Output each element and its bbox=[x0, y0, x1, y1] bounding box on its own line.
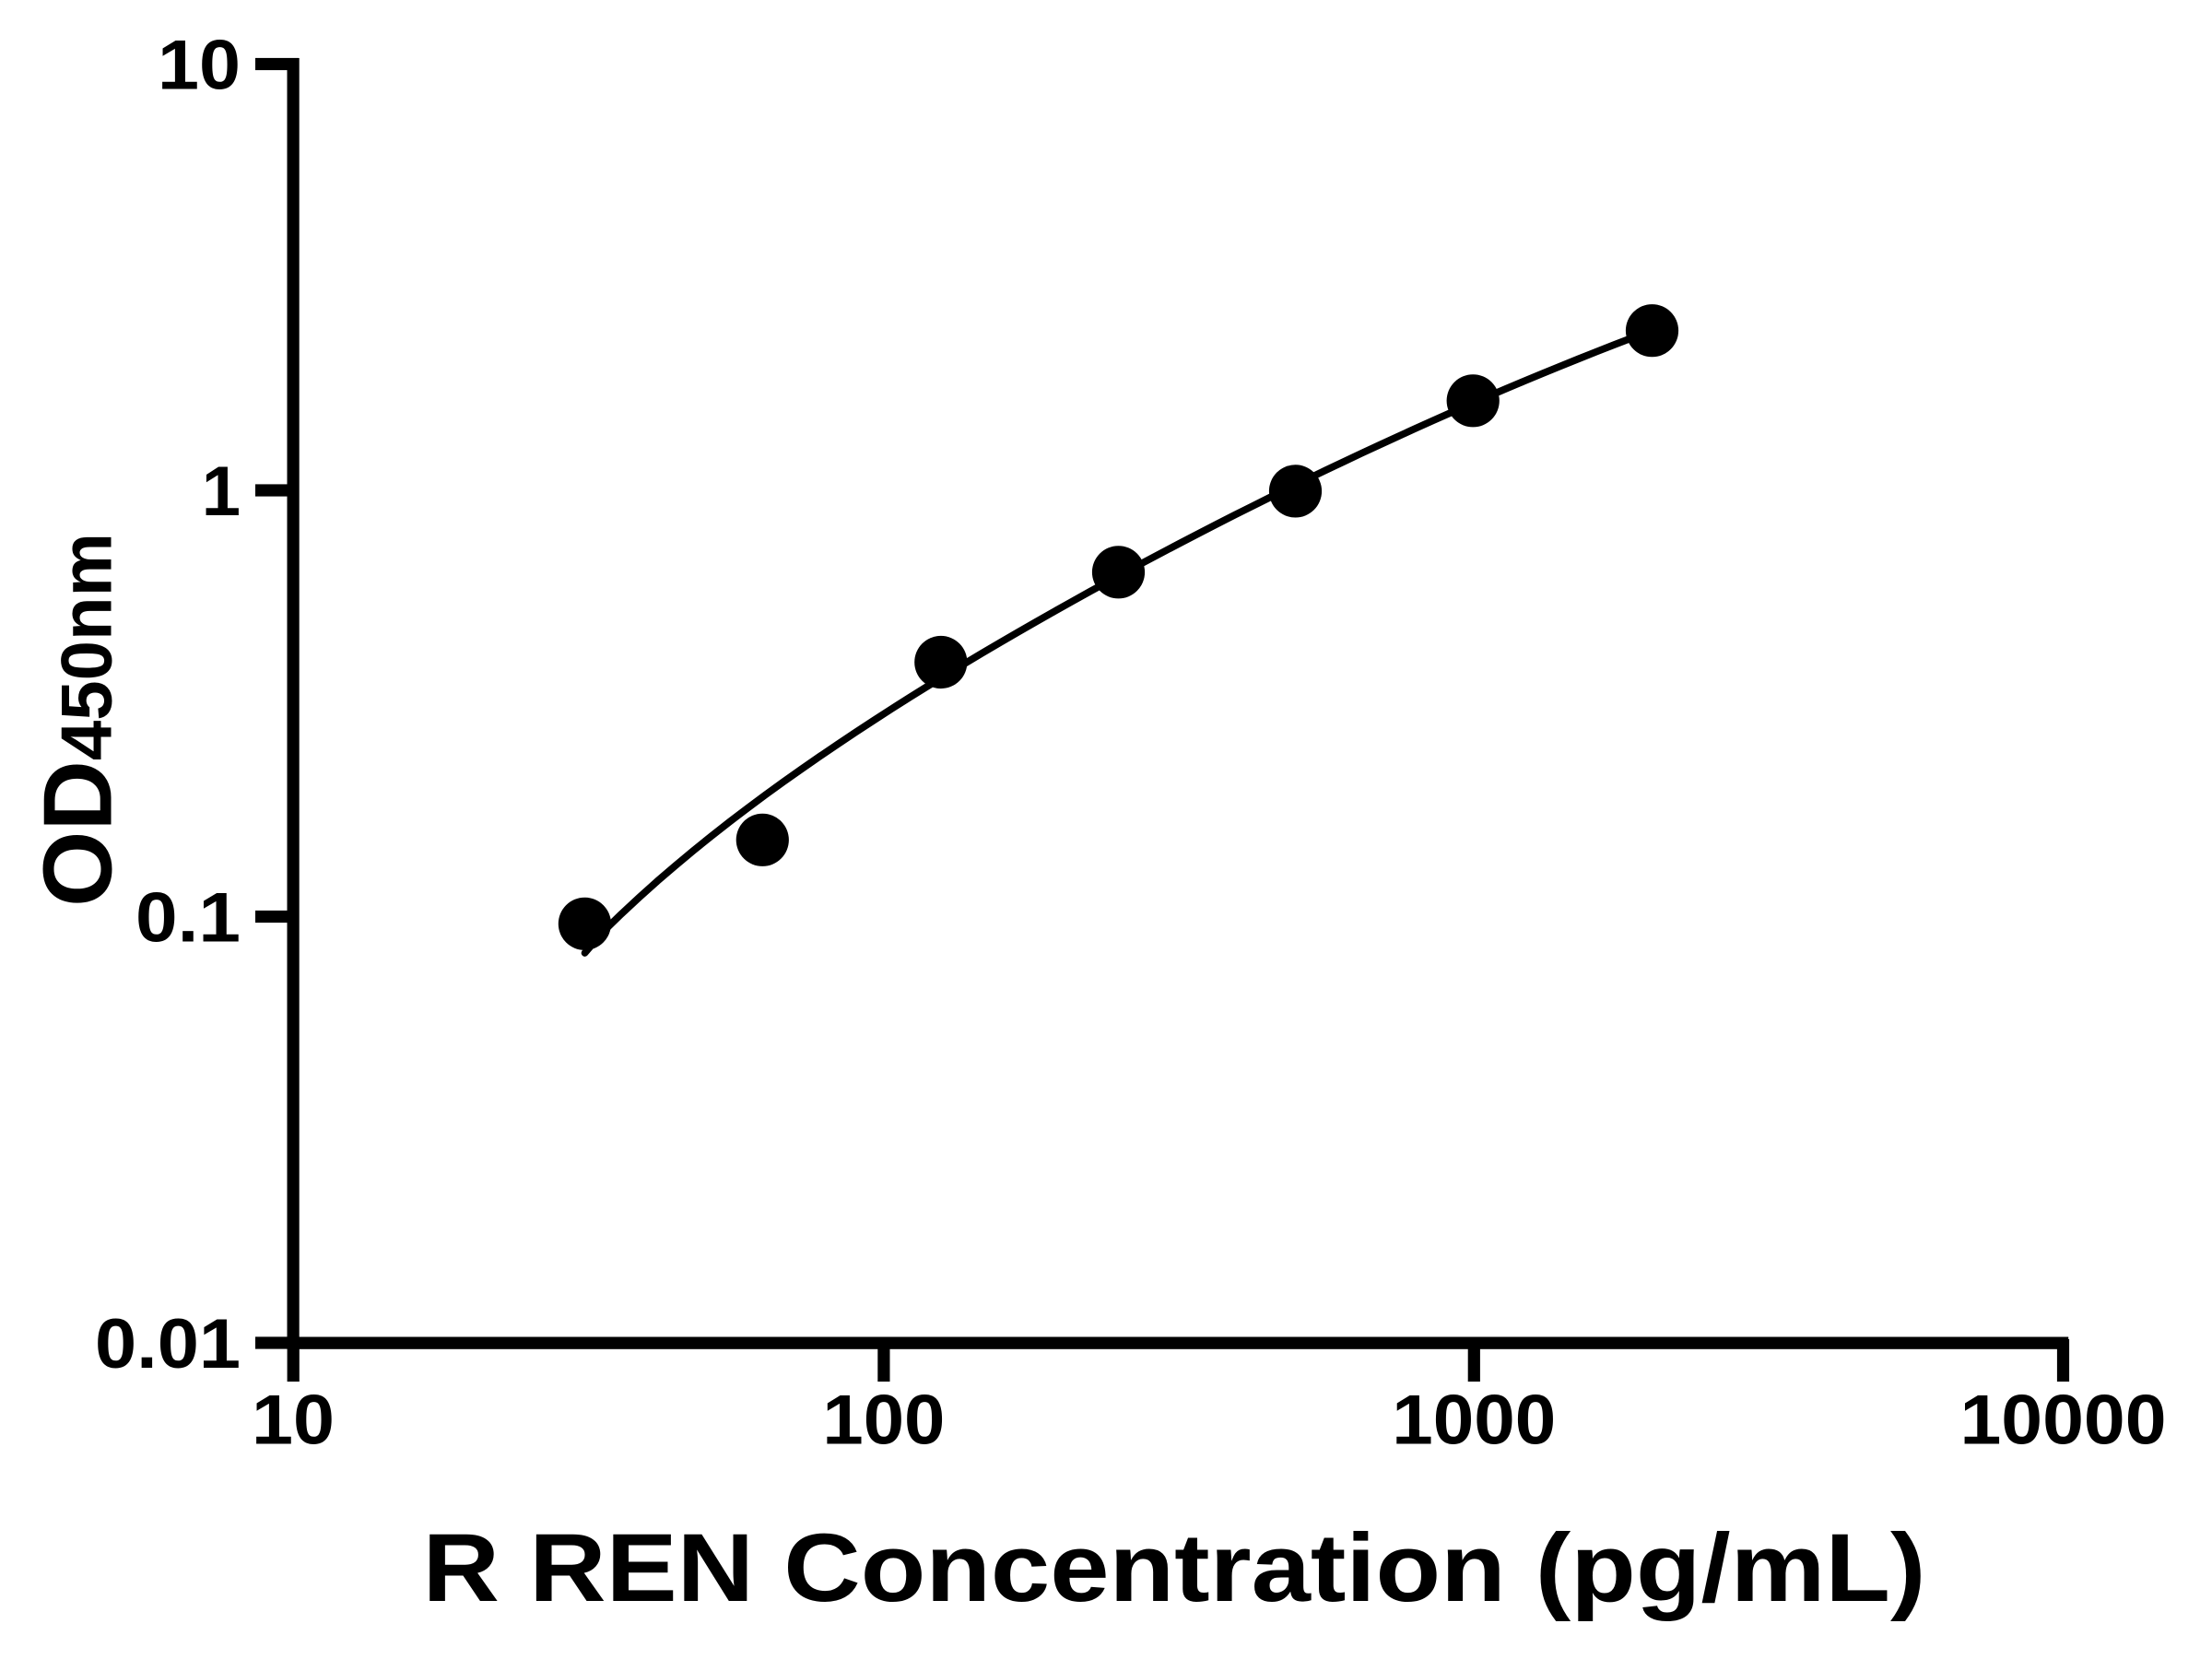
svg-text:10: 10 bbox=[252, 1382, 335, 1460]
svg-text:10000: 10000 bbox=[1960, 1382, 2167, 1460]
svg-text:0.01: 0.01 bbox=[95, 1305, 241, 1383]
svg-text:1000: 1000 bbox=[1392, 1382, 1556, 1460]
svg-text:OD450nm: OD450nm bbox=[24, 533, 133, 907]
svg-text:100: 100 bbox=[822, 1382, 945, 1460]
svg-text:1: 1 bbox=[202, 453, 241, 531]
svg-text:10: 10 bbox=[158, 27, 241, 105]
svg-text:R REN Concentration (pg/mL): R REN Concentration (pg/mL) bbox=[423, 1514, 1926, 1622]
svg-text:0.1: 0.1 bbox=[135, 879, 241, 958]
